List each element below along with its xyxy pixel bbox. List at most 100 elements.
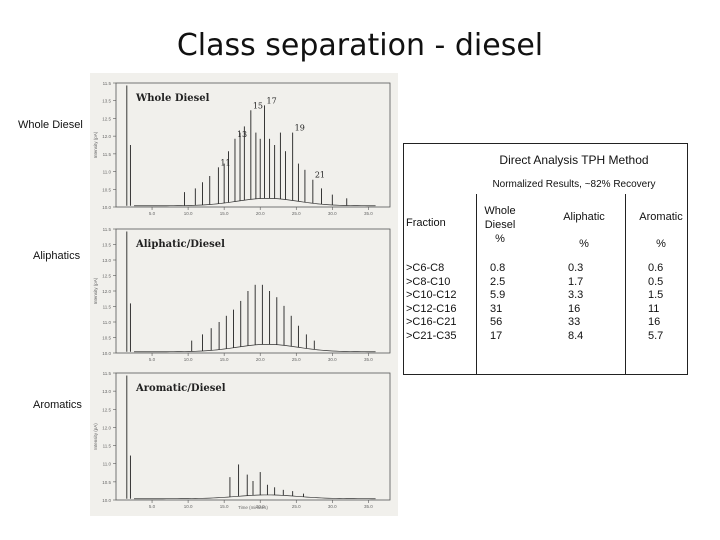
header-aromatic: Aromatic%	[639, 211, 683, 250]
baseline-trace	[134, 197, 376, 207]
table-cell-whole: 0.8	[490, 262, 506, 274]
header-fraction: Fraction	[406, 217, 446, 229]
table-cell-aromatic: 0.5	[648, 275, 664, 288]
y-tick-label: 11.5	[103, 227, 112, 232]
y-axis-label: Intensity (pA)	[93, 131, 98, 158]
table-cell-aliphatic: 3.3	[568, 289, 584, 301]
x-tick-label: 15.0	[220, 357, 229, 362]
x-tick-label: 10.0	[184, 357, 193, 362]
column-divider	[625, 194, 626, 374]
plot-frame	[115, 82, 391, 208]
tph-results-table: Direct Analysis TPH Method Normalized Re…	[403, 143, 688, 375]
table-cell-aliphatic: 16	[568, 302, 581, 315]
x-tick-label: 20.0	[256, 211, 265, 216]
x-tick-label: 35.0	[364, 504, 373, 509]
x-tick-label: 30.0	[328, 357, 337, 362]
y-tick-label: 10.0	[102, 498, 111, 503]
slide-title: Class separation - diesel	[176, 28, 544, 63]
y-tick-label: 13.0	[102, 389, 111, 394]
y-tick-label: 11.5	[103, 81, 112, 86]
x-tick-label: 20.0	[256, 504, 265, 509]
peak-label: 19	[295, 124, 305, 133]
y-tick-label: 10.5	[102, 336, 111, 341]
x-tick-label: 10.0	[184, 504, 193, 509]
table-cell-aliphatic: 1.7	[568, 275, 584, 288]
table-cell-aromatic: 16	[648, 316, 661, 328]
x-tick-label: 25.0	[292, 357, 301, 362]
y-tick-label: 12.5	[102, 407, 111, 412]
x-tick-label: 15.0	[220, 211, 229, 216]
peak-label: 21	[315, 171, 325, 180]
aliphatics-label: Aliphatics	[33, 250, 81, 262]
table-cell-fraction: >C6-C8	[406, 262, 445, 274]
table-cell-aromatic: 11	[648, 302, 660, 315]
table-cell-fraction: >C8-C10	[406, 275, 451, 288]
x-tick-label: 25.0	[292, 211, 301, 216]
aromatics-label: Aromatics	[33, 399, 82, 411]
table-cell-aliphatic: 33	[568, 316, 581, 328]
y-tick-label: 10.0	[102, 205, 111, 210]
chromatogram-stack: 11.5 13.5 12.5 12.0 11.5 11.0 10.5 10.0 Intensit…	[93, 81, 391, 510]
baseline-trace	[134, 494, 376, 500]
y-tick-label: 12.5	[102, 116, 111, 121]
x-tick-label: 30.0	[328, 211, 337, 216]
table-cell-fraction: >C12-C16	[406, 302, 457, 315]
x-axis-label: Time (minutes)	[238, 505, 268, 510]
y-tick-label: 10.0	[102, 351, 111, 356]
table-cell-fraction: >C21-C35	[406, 329, 457, 342]
x-tick-label: 5.0	[149, 504, 156, 509]
baseline-trace	[134, 343, 376, 353]
y-tick-label: 12.0	[102, 134, 111, 139]
table-cell-whole: 17	[490, 329, 503, 342]
table-cell-fraction: >C16-C21	[406, 316, 457, 328]
y-axis-label: Intensity (pA)	[93, 423, 98, 450]
chromatogram-title: Aliphatic/Diesel	[135, 239, 225, 250]
y-tick-label: 13.0	[102, 258, 111, 263]
y-tick-label: 11.0	[103, 170, 112, 175]
y-tick-label: 11.5	[103, 305, 112, 310]
chromatogram-title: Whole Diesel	[135, 93, 210, 104]
y-tick-label: 11.5	[103, 371, 112, 376]
chromatogram-scan: 11.5 13.5 12.5 12.0 11.5 11.0 10.5 10.0 Intensit…	[90, 73, 398, 516]
peak-label: 11	[220, 158, 230, 167]
table-cell-whole: 56	[490, 316, 503, 328]
x-tick-label: 35.0	[364, 357, 373, 362]
y-tick-label: 12.5	[102, 274, 111, 279]
x-tick-label: 15.0	[220, 504, 229, 509]
whole-diesel-label: Whole Diesel	[18, 119, 83, 131]
table-cell-aliphatic: 8.4	[568, 329, 584, 342]
x-tick-label: 35.0	[364, 211, 373, 216]
y-tick-label: 10.5	[102, 480, 111, 485]
header-aliphatic: Aliphatic%	[563, 211, 605, 250]
x-tick-label: 25.0	[292, 504, 301, 509]
table-cell-whole: 5.9	[490, 289, 506, 301]
y-tick-label: 13.5	[102, 243, 111, 248]
peak-label: 15	[253, 101, 263, 110]
plot-frame	[115, 372, 391, 501]
y-axis-label: Intensity (pA)	[93, 277, 98, 304]
y-tick-label: 11.0	[103, 462, 112, 467]
table-cell-aromatic: 1.5	[648, 289, 664, 301]
table-subtitle: Normalized Results, ~82% Recovery	[492, 179, 656, 190]
table-cell-fraction: >C10-C12	[406, 289, 457, 301]
x-tick-label: 20.0	[256, 357, 265, 362]
chromatogram-title: Aromatic/Diesel	[135, 383, 226, 394]
y-tick-label: 12.0	[102, 425, 111, 430]
y-tick-label: 10.5	[102, 187, 111, 192]
y-tick-label: 11.5	[103, 444, 112, 449]
table-title: Direct Analysis TPH Method	[499, 153, 649, 167]
column-divider	[476, 194, 477, 374]
table-cell-whole: 2.5	[490, 275, 506, 288]
y-tick-label: 11.0	[103, 320, 112, 325]
peak-label: 13	[237, 130, 247, 139]
x-tick-label: 5.0	[149, 211, 156, 216]
table-cell-whole: 31	[490, 302, 503, 315]
header-whole-diesel: Whole Diesel%	[484, 205, 516, 245]
y-tick-label: 12.0	[102, 289, 111, 294]
x-tick-label: 10.0	[184, 211, 193, 216]
x-tick-label: 30.0	[328, 504, 337, 509]
table-cell-aliphatic: 0.3	[568, 262, 584, 274]
peak-label: 17	[267, 96, 277, 105]
x-tick-label: 5.0	[149, 357, 156, 362]
y-tick-label: 11.5	[103, 152, 112, 157]
